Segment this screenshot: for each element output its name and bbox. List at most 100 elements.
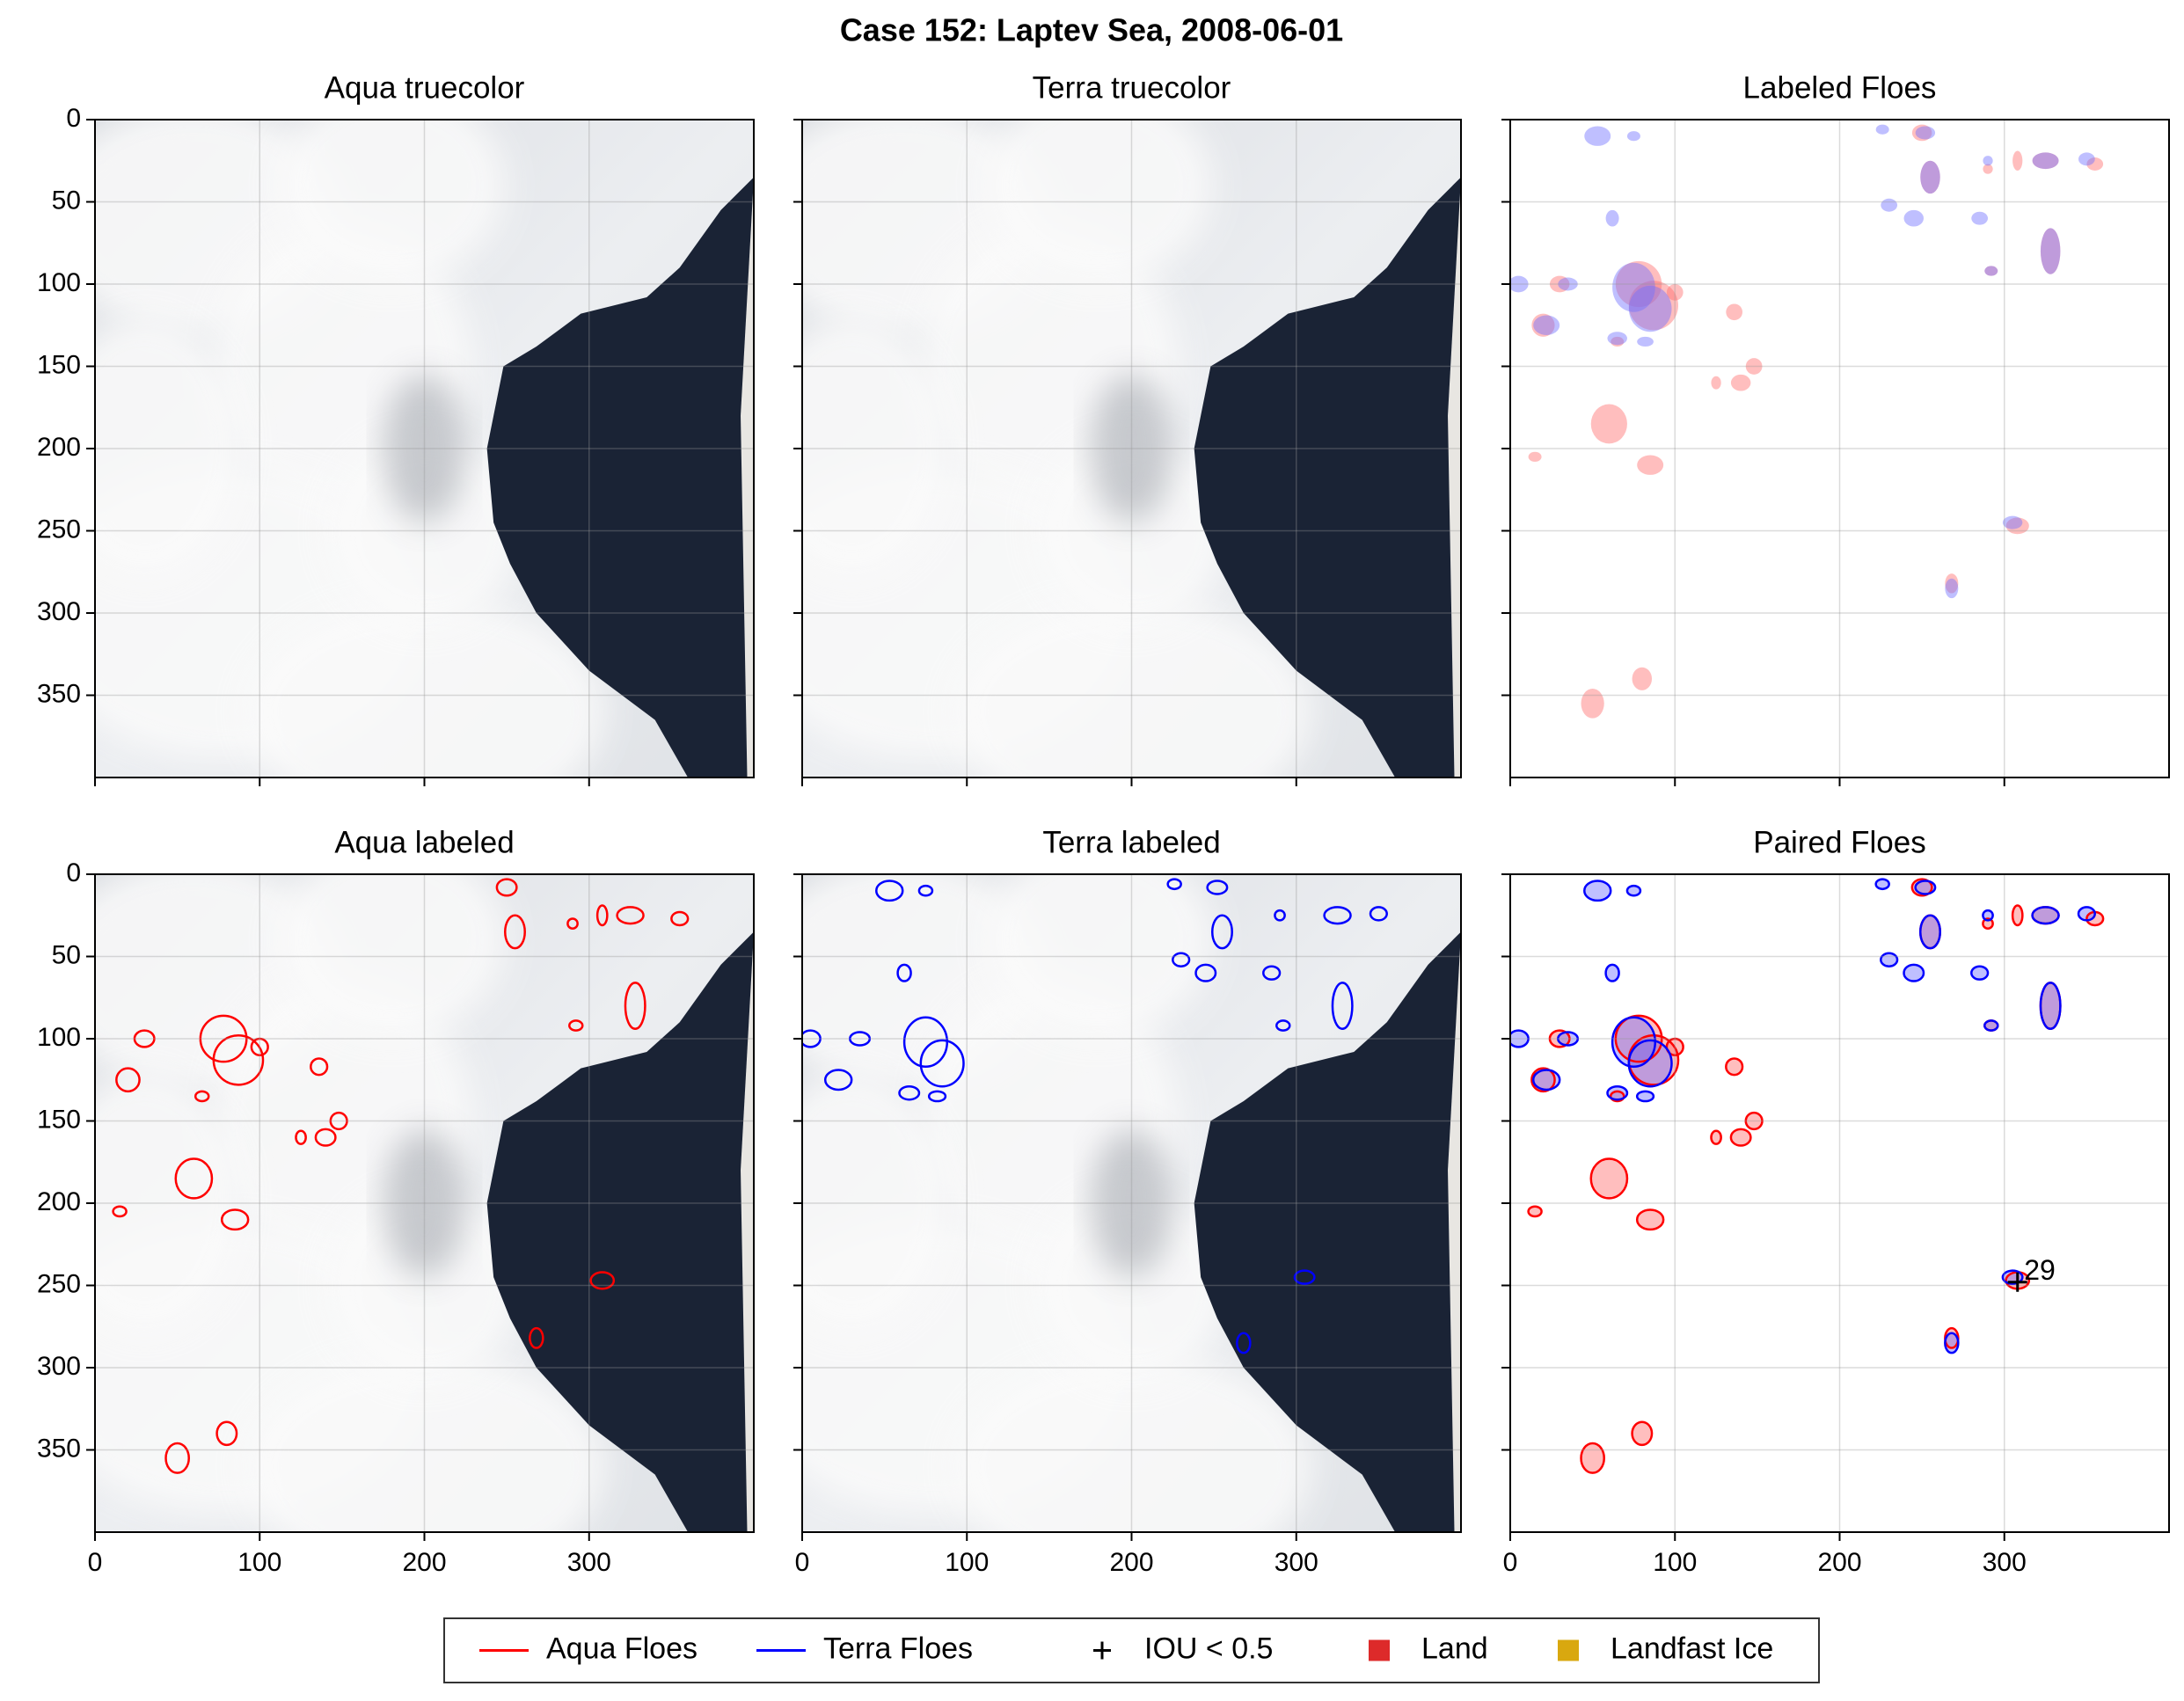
- floe-outline: [1583, 880, 1612, 902]
- x-tick-label: 0: [1503, 1548, 1518, 1577]
- legend-label: Land: [1421, 1632, 1488, 1665]
- floe-outline: [112, 1205, 128, 1218]
- terra-floe-fill: [1881, 198, 1898, 212]
- aqua-floe-fill: [1745, 1113, 1763, 1129]
- cloud: [243, 596, 606, 777]
- floe-outline: [215, 1420, 238, 1447]
- floe-outline: [802, 1029, 822, 1048]
- floe-outline: [1580, 1442, 1605, 1474]
- aqua-floe-fill: [1628, 281, 1678, 331]
- terra-floe-fill: [1558, 1032, 1578, 1046]
- terra-floe-fill: [1983, 910, 1993, 921]
- aqua-floe-fill: [2086, 157, 2104, 171]
- floe-outline: [566, 917, 579, 930]
- panel-frame: [1509, 873, 2170, 1533]
- terra-floe-fill: [2002, 515, 2023, 529]
- floe-outline: [1530, 1067, 1556, 1093]
- aqua-floe-fill: [1730, 1128, 1751, 1146]
- aqua-floe-fill: [2040, 982, 2061, 1029]
- terra-floe-fill: [2032, 152, 2059, 170]
- aqua-floe-fill: [1549, 1030, 1570, 1048]
- y-tick-label: 250: [37, 1269, 81, 1298]
- y-tick-label: 300: [37, 1352, 81, 1381]
- floe-outline: [1604, 963, 1620, 982]
- floe-outline: [1944, 1332, 1960, 1354]
- legend-square: [1369, 1639, 1390, 1661]
- y-tick-label: 200: [37, 433, 81, 462]
- floe-outline: [1166, 878, 1182, 891]
- floe-outline: [1274, 909, 1286, 922]
- aqua-floe-fill: [1632, 1421, 1653, 1445]
- panel-image: [1510, 120, 2169, 777]
- panel-title: Terra truecolor: [1033, 70, 1231, 105]
- panel-image: [95, 120, 754, 777]
- cloud: [325, 432, 523, 630]
- floe-outline: [220, 1208, 250, 1231]
- aqua-floe-fill: [1711, 1130, 1721, 1144]
- floe-outline: [1710, 1129, 1722, 1145]
- floe-outline: [1510, 1029, 1530, 1048]
- floe-outline: [849, 1031, 872, 1047]
- aqua-floe-fill: [1666, 284, 1684, 301]
- floe-outline: [1627, 1039, 1673, 1088]
- terra-floe-fill: [2078, 907, 2095, 921]
- terra-floe-fill: [1983, 156, 1993, 166]
- x-tick-label: 300: [1275, 1548, 1318, 1577]
- panel-title: Aqua truecolor: [325, 70, 525, 105]
- aqua-floe-fill: [1920, 915, 1940, 949]
- terra-floe-fill: [1984, 266, 1998, 276]
- legend-label: Landfast Ice: [1611, 1632, 1773, 1665]
- aqua-floe-fill: [2005, 517, 2029, 535]
- land: [741, 931, 754, 1532]
- floe-outline: [1323, 906, 1352, 925]
- x-tick-label: 100: [237, 1548, 281, 1577]
- legend-label: Aqua Floes: [546, 1632, 698, 1665]
- y-tick-label: 0: [66, 858, 81, 887]
- y-tick-label: 100: [37, 268, 81, 297]
- floe-outline: [589, 1271, 616, 1290]
- terra-floe-fill: [1881, 953, 1898, 967]
- terra-floe-fill: [2040, 228, 2061, 274]
- land: [1448, 177, 1461, 777]
- aqua-floe-fill: [1920, 160, 1940, 194]
- terra-floe-fill: [1920, 160, 1940, 194]
- aqua-floe-fill: [1611, 336, 1625, 347]
- floe-outline: [917, 884, 934, 897]
- legend-box: [443, 1617, 1820, 1683]
- terra-floe-fill: [1971, 966, 1989, 980]
- aqua-floe-fill: [1983, 164, 1993, 174]
- floe-outline: [1982, 917, 1994, 930]
- aqua-floe-fill: [1637, 455, 1664, 475]
- floe-outline: [2077, 906, 2096, 922]
- y-tick-label: 350: [37, 1434, 81, 1463]
- land: [741, 177, 754, 777]
- floe-outline: [115, 1067, 141, 1093]
- terra-floe-fill: [1558, 277, 1578, 291]
- floe-outline: [1744, 1111, 1764, 1131]
- y-tick-label: 50: [52, 186, 81, 215]
- floe-outline: [1982, 909, 1994, 922]
- aqua-floe-fill: [2012, 905, 2023, 925]
- floe-outline: [919, 1039, 965, 1088]
- terra-floe-fill: [1971, 211, 1989, 225]
- aqua-floe-fill: [1711, 376, 1721, 390]
- cloud: [1033, 432, 1231, 630]
- floe-outline: [250, 1037, 269, 1056]
- terra-floe-fill: [1626, 131, 1640, 142]
- terra-floe-fill: [1584, 880, 1611, 901]
- cloud: [276, 874, 508, 1039]
- floe-outline: [1625, 884, 1642, 897]
- y-tick-label: 300: [37, 597, 81, 626]
- panel-image: [1510, 874, 2169, 1532]
- aqua-floe-fill: [1911, 124, 1932, 142]
- y-tick-label: 100: [37, 1023, 81, 1052]
- floe-outline: [199, 1014, 248, 1063]
- floe-outline: [568, 1019, 584, 1032]
- floe-outline: [1729, 1128, 1752, 1147]
- floe-outline: [1589, 1157, 1629, 1200]
- floe-outline: [1635, 1090, 1655, 1103]
- ocean: [1194, 177, 1461, 777]
- floe-outline: [1631, 1420, 1654, 1447]
- floe-outline: [1880, 952, 1899, 967]
- aqua-floe-fill: [2032, 907, 2059, 924]
